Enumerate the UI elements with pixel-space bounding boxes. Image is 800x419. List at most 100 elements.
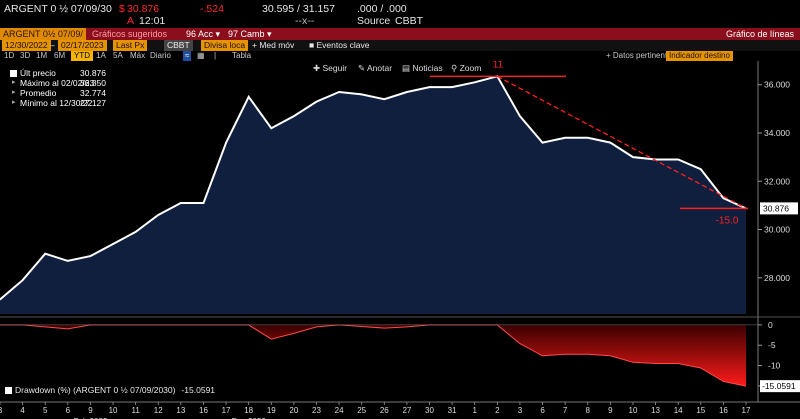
price-point: [338, 91, 340, 93]
parameter-bar: 12/30/2022 – 02/17/2023 Last Px CBBT Div…: [0, 40, 800, 51]
price-point: [564, 137, 566, 139]
frequency-select[interactable]: Diario: [150, 51, 171, 60]
date-separator: –: [50, 40, 55, 50]
price-point: [247, 96, 250, 98]
x-tick-label: 10: [629, 406, 638, 415]
x-tick-label: 8: [586, 406, 591, 415]
price-point: [315, 100, 318, 103]
relevant-data-toggle[interactable]: + Datos pertinent: [606, 51, 667, 61]
drawdown-tag-box: [760, 380, 800, 393]
price-point: [44, 252, 46, 255]
x-tick-label: 30: [425, 406, 434, 415]
legend-swatch: [5, 387, 12, 394]
price-point: [225, 141, 227, 144]
chart-canvas[interactable]: 28.00030.00032.00034.00036.0000-5-10-153…: [0, 61, 800, 419]
drop-annotation-label: -15.0: [716, 215, 739, 226]
chevron-down-icon: ▾: [264, 29, 272, 39]
edit-menu-label: Camb: [240, 29, 265, 39]
range-5a[interactable]: 5A: [113, 51, 123, 60]
square-icon: ■: [309, 40, 317, 50]
price-point: [134, 231, 137, 233]
x-tick-label: 10: [109, 406, 118, 415]
price-point: [722, 197, 725, 199]
security-field[interactable]: ARGENT 0½ 07/09/: [0, 28, 86, 40]
edit-menu[interactable]: 97 Camb ▾: [228, 28, 272, 40]
last-price-tag-box: [760, 202, 798, 215]
plus-icon: +: [606, 51, 613, 60]
x-tick-label: 1: [473, 406, 478, 415]
divider-icon: |: [214, 51, 217, 60]
x-tick-label: 25: [357, 406, 366, 415]
zoom-button[interactable]: ⚲ Zoom: [451, 63, 481, 74]
bar-chart-icon[interactable]: ▦: [197, 51, 205, 60]
x-tick-label: 6: [66, 406, 71, 415]
x-tick-label: 19: [267, 406, 276, 415]
price-line: [0, 75, 747, 301]
x-tick-label: 9: [88, 406, 93, 415]
legend-row-min[interactable]: ▸ Mínimo al 12/30/22 27.127: [6, 98, 106, 108]
drawdown-y-tick-label: -10: [768, 361, 781, 371]
range-bar: 1D 3D 1M 6M YTD 1A 5A Máx Diario ≈ ▦ | T…: [0, 51, 800, 61]
line-chart-icon[interactable]: ≈: [183, 51, 192, 61]
price-point: [700, 168, 702, 170]
price-point: [112, 243, 114, 245]
y-tick-label: 34.000: [764, 128, 790, 138]
x-tick-label: 13: [651, 406, 660, 415]
price-point: [89, 255, 92, 257]
price-point: [270, 127, 273, 129]
x-tick-label: 24: [335, 406, 344, 415]
ticker-label[interactable]: ARGENT 0 ½ 07/09/30: [4, 3, 112, 15]
range-6m[interactable]: 6M: [54, 51, 66, 60]
drawdown-y-tick-label: 0: [768, 320, 773, 330]
caret-right-icon: ▸: [12, 99, 16, 106]
x-month-label: Ene 2023: [232, 417, 267, 419]
quote-bar: ARGENT 0 ½ 07/09/30 $ 30.876 -.524 30.59…: [0, 0, 800, 28]
pencil-icon: ✎: [358, 63, 368, 73]
price-field-select[interactable]: Last Px: [113, 40, 148, 51]
drawdown-y-tick-label: -5: [768, 340, 776, 350]
peak-annotation-label: 11: [493, 61, 504, 70]
suggested-charts-menu[interactable]: Gráficos sugeridos: [92, 29, 168, 39]
currency-select[interactable]: Divisa loca: [201, 40, 249, 51]
x-tick-label: 23: [312, 406, 321, 415]
actions-menu[interactable]: 96 Acc ▾: [186, 28, 220, 40]
legend-row-max[interactable]: ▸ Máximo al 02/02/23 36.350: [6, 78, 106, 88]
moving-average-toggle[interactable]: + Med móv: [252, 40, 294, 51]
price-point: [360, 93, 363, 96]
track-label: Seguir: [322, 63, 348, 73]
key-events-toggle[interactable]: ■ Eventos clave: [309, 40, 369, 51]
last-price-tag-text: 30.876: [763, 203, 789, 213]
x-tick-label: 4: [20, 406, 25, 415]
news-button[interactable]: ▤ Noticias: [402, 63, 443, 74]
range-3d[interactable]: 3D: [20, 51, 31, 60]
news-icon: ▤: [402, 63, 413, 73]
price-point: [473, 81, 476, 84]
moving-average-label: Med móv: [259, 40, 295, 50]
y-tick-label: 36.000: [764, 80, 790, 90]
compare-field[interactable]: Indicador destino: [666, 51, 733, 61]
y-tick-label: 32.000: [764, 176, 790, 186]
legend-row-last[interactable]: Últ precio 30.876: [6, 68, 106, 78]
range-ytd[interactable]: YTD: [71, 51, 93, 61]
crosshair-icon: ✚: [313, 63, 323, 73]
menu-bar: ARGENT 0½ 07/09/ Gráficos sugeridos 96 A…: [0, 28, 800, 40]
x-tick-label: 15: [696, 406, 705, 415]
range-max[interactable]: Máx: [130, 51, 146, 60]
actions-menu-prefix: 96: [186, 29, 199, 39]
annotate-button[interactable]: ✎ Anotar: [358, 63, 392, 74]
range-1m[interactable]: 1M: [36, 51, 48, 60]
range-1d[interactable]: 1D: [4, 51, 15, 60]
price-area: [0, 76, 746, 314]
source-select[interactable]: CBBT: [164, 40, 193, 51]
track-button[interactable]: ✚ Seguir: [313, 63, 347, 74]
legend-row-avg[interactable]: ▸ Promedio 32.774: [6, 88, 106, 98]
caret-right-icon: ▸: [12, 89, 16, 96]
price-point: [202, 202, 205, 204]
table-button[interactable]: Tabla: [232, 51, 252, 60]
start-date-field[interactable]: 12/30/2022: [2, 40, 51, 51]
range-1a[interactable]: 1A: [96, 51, 106, 60]
annotate-label: Anotar: [367, 63, 393, 73]
quote-time: 12:01: [139, 15, 166, 27]
drawdown-legend[interactable]: Drawdown (%) (ARGENT 0 ½ 07/09/2030) -15.…: [5, 385, 215, 395]
end-date-field[interactable]: 02/17/2023: [58, 40, 107, 51]
